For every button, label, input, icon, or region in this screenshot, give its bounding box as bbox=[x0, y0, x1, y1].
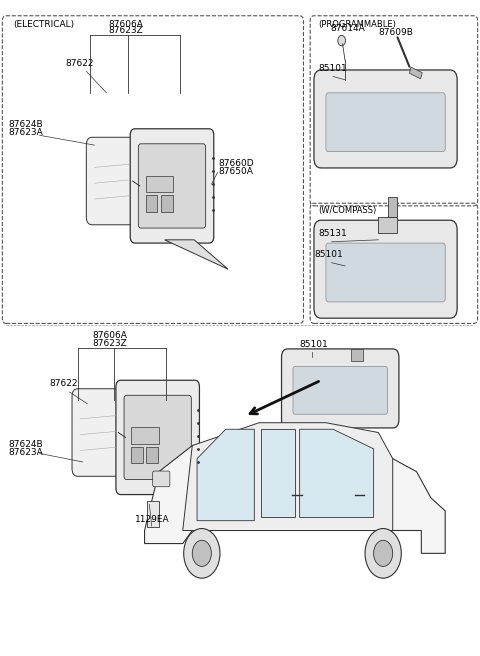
Polygon shape bbox=[144, 432, 445, 554]
Text: 87623Z: 87623Z bbox=[109, 26, 144, 35]
Bar bbox=[409, 67, 422, 79]
Text: 87650A: 87650A bbox=[218, 167, 253, 176]
Text: 87623A: 87623A bbox=[9, 128, 43, 136]
FancyBboxPatch shape bbox=[281, 349, 399, 428]
Polygon shape bbox=[165, 240, 228, 269]
Text: 1129EA: 1129EA bbox=[135, 515, 169, 524]
Text: 85101: 85101 bbox=[319, 64, 348, 73]
Text: 85101: 85101 bbox=[314, 251, 343, 259]
Text: 87622: 87622 bbox=[66, 59, 94, 68]
FancyBboxPatch shape bbox=[326, 243, 445, 302]
FancyBboxPatch shape bbox=[72, 389, 124, 476]
Polygon shape bbox=[262, 429, 295, 518]
Text: (ELECTRICAL): (ELECTRICAL) bbox=[13, 20, 74, 30]
Text: 87660D: 87660D bbox=[218, 159, 254, 168]
Polygon shape bbox=[197, 429, 254, 521]
Bar bbox=[145, 195, 157, 212]
Text: 87624B: 87624B bbox=[9, 440, 43, 449]
Text: 87622: 87622 bbox=[49, 379, 78, 388]
Text: 87623Z: 87623Z bbox=[92, 338, 127, 348]
FancyBboxPatch shape bbox=[86, 137, 138, 225]
Text: 87606A: 87606A bbox=[109, 20, 144, 29]
FancyBboxPatch shape bbox=[130, 129, 214, 243]
Text: 85131: 85131 bbox=[319, 229, 348, 238]
Polygon shape bbox=[183, 422, 393, 531]
FancyBboxPatch shape bbox=[314, 220, 457, 318]
Circle shape bbox=[184, 529, 220, 578]
FancyBboxPatch shape bbox=[138, 144, 205, 228]
FancyBboxPatch shape bbox=[293, 367, 387, 414]
Text: (W/COMPASS): (W/COMPASS) bbox=[319, 206, 377, 215]
Bar bbox=[388, 197, 397, 217]
Bar bbox=[378, 217, 397, 234]
Bar bbox=[146, 447, 158, 463]
FancyBboxPatch shape bbox=[116, 380, 199, 495]
Bar bbox=[131, 447, 143, 463]
Bar bbox=[147, 501, 159, 527]
Circle shape bbox=[338, 35, 346, 46]
Text: (PROGRAMMABLE): (PROGRAMMABLE) bbox=[319, 20, 396, 30]
FancyBboxPatch shape bbox=[153, 471, 170, 487]
Polygon shape bbox=[300, 429, 373, 518]
Text: 87624B: 87624B bbox=[9, 120, 43, 129]
Bar bbox=[145, 176, 173, 192]
FancyBboxPatch shape bbox=[326, 93, 445, 152]
Circle shape bbox=[373, 541, 393, 566]
Bar bbox=[131, 427, 159, 443]
FancyBboxPatch shape bbox=[314, 70, 457, 168]
Text: 85101: 85101 bbox=[300, 340, 328, 349]
Circle shape bbox=[192, 541, 211, 566]
Bar bbox=[351, 349, 363, 361]
FancyBboxPatch shape bbox=[124, 396, 192, 480]
Text: 87606A: 87606A bbox=[92, 331, 127, 340]
Circle shape bbox=[365, 529, 401, 578]
Bar bbox=[161, 195, 173, 212]
Text: 87609B: 87609B bbox=[378, 28, 413, 37]
Text: 87614A: 87614A bbox=[331, 24, 365, 33]
Text: 87623A: 87623A bbox=[9, 447, 43, 457]
